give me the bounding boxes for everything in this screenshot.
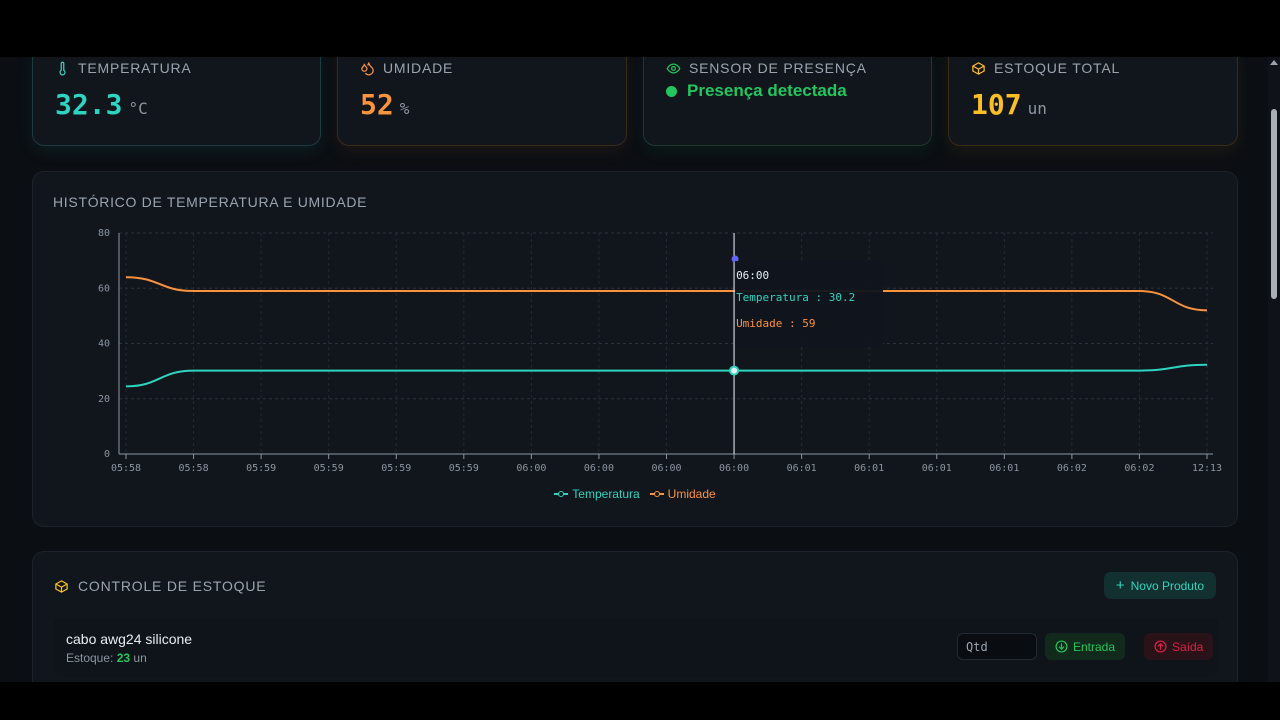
dashboard-viewport: TEMPERATURA 32.3 °C UMIDADE 52 % SENSOR … [0, 57, 1280, 682]
droplets-icon [361, 61, 374, 75]
presence-status: Presença detectada [666, 81, 847, 101]
humidity-unit: % [399, 99, 410, 118]
tooltip-temperature: Temperatura : 30.2 [736, 291, 855, 304]
stock-control-card: CONTROLE DE ESTOQUE + Novo Produto cabo … [32, 551, 1238, 682]
legend-line-icon [649, 490, 664, 498]
scrollbar[interactable] [1268, 57, 1280, 682]
product-name: cabo awg24 silicone [66, 631, 193, 647]
legend-line-icon [554, 490, 569, 498]
new-product-label: Novo Produto [1130, 578, 1204, 593]
humidity-value: 52 [360, 88, 394, 121]
x-tick-label: 05:59 [246, 463, 276, 474]
humidity-card: UMIDADE 52 % [337, 57, 627, 146]
x-tick-label: 05:58 [111, 463, 141, 474]
x-tick-label: 06:02 [1124, 463, 1154, 474]
box-icon [972, 61, 985, 75]
new-product-button[interactable]: + Novo Produto [1103, 572, 1216, 599]
x-tick-label: 06:01 [989, 463, 1019, 474]
hover-point-indicator [731, 255, 739, 263]
x-tick-label: 06:01 [787, 463, 817, 474]
arrow-down-circle-icon [1055, 640, 1068, 653]
scrollbar-thumb[interactable] [1271, 109, 1277, 299]
x-tick-label: 06:02 [1057, 463, 1087, 474]
y-tick-label: 80 [98, 228, 110, 239]
temperature-label: TEMPERATURA [78, 60, 192, 76]
legend-item-humidity[interactable]: Umidade [649, 487, 716, 501]
stock-total-value-group: 107 un [971, 88, 1047, 121]
temperature-unit: °C [128, 99, 148, 118]
stock-total-label: ESTOQUE TOTAL [994, 60, 1121, 76]
x-tick-label: 05:58 [179, 463, 209, 474]
presence-card: SENSOR DE PRESENÇA Presença detectada [643, 57, 932, 146]
x-tick-label: 05:59 [449, 463, 479, 474]
eye-icon [666, 62, 681, 74]
product-stock: Estoque: 23 un [66, 651, 147, 665]
stock-total-card: ESTOQUE TOTAL 107 un [948, 57, 1238, 146]
product-stock-value: 23 [116, 651, 131, 665]
x-tick-label: 06:00 [516, 463, 546, 474]
chart-title: HISTÓRICO DE TEMPERATURA E UMIDADE [53, 194, 368, 210]
y-tick-label: 20 [98, 394, 110, 405]
presence-label: SENSOR DE PRESENÇA [689, 60, 867, 76]
stock-control-title: CONTROLE DE ESTOQUE [78, 578, 267, 594]
tooltip-humidity: Umidade : 59 [736, 317, 815, 330]
temperature-card: TEMPERATURA 32.3 °C [32, 57, 321, 146]
y-tick-label: 40 [98, 339, 110, 350]
legend-item-temperature[interactable]: Temperatura [554, 487, 640, 501]
temperature-value-group: 32.3 °C [55, 88, 148, 121]
box-icon [55, 579, 68, 593]
history-chart-card: HISTÓRICO DE TEMPERATURA E UMIDADE 0 20 40… [32, 171, 1238, 527]
presence-header: SENSOR DE PRESENÇA [666, 60, 867, 76]
x-tick-label: 06:01 [922, 463, 952, 474]
x-tick-label: 06:00 [584, 463, 614, 474]
stock-out-button[interactable]: Saída [1144, 633, 1214, 660]
x-tick-label: 06:00 [719, 463, 749, 474]
x-tick-label: 12:13 [1192, 463, 1222, 474]
stock-total-header: ESTOQUE TOTAL [971, 60, 1120, 76]
y-tick-label: 60 [98, 283, 110, 294]
chart-legend: Temperatura Umidade [33, 487, 1237, 501]
product-row: cabo awg24 silicone Estoque: 23 un Entra… [54, 617, 1218, 677]
temperature-header: TEMPERATURA [55, 60, 192, 76]
legend-label-humidity: Umidade [667, 487, 716, 501]
history-chart[interactable]: 0 20 40 60 80 05:58 05:58 05:59 05:59 05:59 05:59 0… [33, 172, 1239, 528]
humidity-line [125, 276, 1208, 312]
arrow-up-circle-icon [1154, 640, 1167, 653]
tooltip-box [735, 261, 884, 347]
quantity-input[interactable] [957, 633, 1037, 660]
scroll-up-arrow-icon[interactable] [1270, 60, 1278, 65]
temperature-value: 32.3 [55, 88, 123, 121]
hover-point-temperature [729, 365, 740, 376]
product-stock-label: Estoque: [66, 651, 114, 665]
tooltip-time: 06:00 [736, 269, 769, 282]
x-tick-label: 05:59 [381, 463, 411, 474]
stock-total-unit: un [1027, 99, 1047, 118]
stock-out-label: Saída [1172, 639, 1204, 654]
humidity-label: UMIDADE [383, 60, 454, 76]
temperature-line [125, 363, 1208, 388]
legend-label-temperature: Temperatura [572, 487, 640, 501]
presence-status-dot [666, 85, 677, 97]
humidity-header: UMIDADE [360, 60, 453, 76]
stock-in-button[interactable]: Entrada [1045, 633, 1126, 660]
stock-total-value: 107 [971, 88, 1022, 121]
x-tick-label: 06:01 [854, 463, 884, 474]
stock-control-header: CONTROLE DE ESTOQUE [54, 578, 266, 594]
product-stock-unit: un [133, 651, 147, 665]
x-tick-label: 06:00 [651, 463, 681, 474]
stock-in-label: Entrada [1073, 639, 1116, 654]
plus-icon: + [1115, 577, 1125, 594]
humidity-value-group: 52 % [360, 88, 409, 121]
presence-status-text: Presença detectada [687, 81, 847, 100]
thermometer-icon [59, 61, 66, 76]
x-tick-label: 05:59 [314, 463, 344, 474]
y-tick-label: 0 [104, 449, 110, 460]
